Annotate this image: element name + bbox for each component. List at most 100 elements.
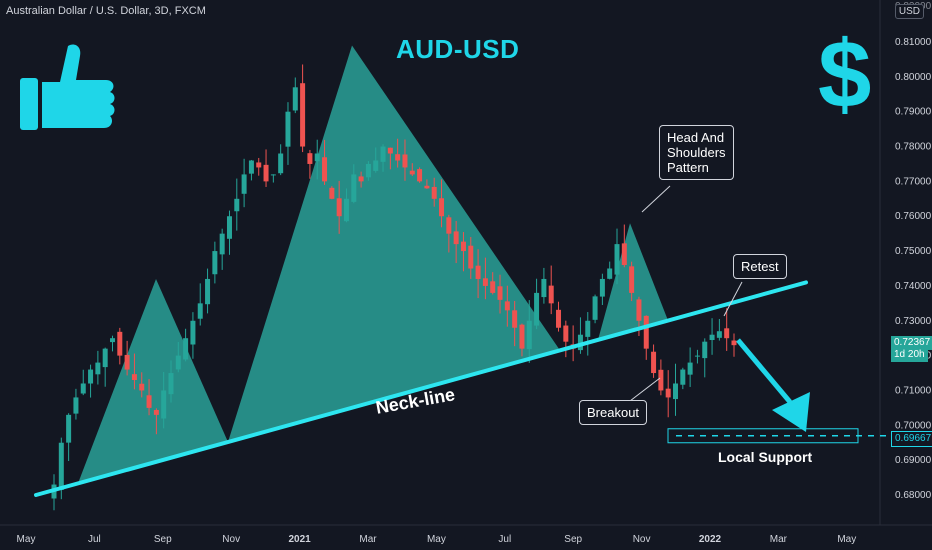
candle-body [512,310,518,328]
down-arrow-head [772,392,810,432]
candle-body [460,241,466,252]
candle-body [709,334,715,341]
local-support-label: Local Support [718,449,813,465]
candle-body [694,355,700,357]
candle-body [292,87,298,111]
candle-body [139,383,145,391]
candle-body [102,348,108,368]
candle-body [468,245,474,269]
candle-body [453,231,459,245]
candle-body [197,303,203,319]
y-tick-label: 0.68000 [895,490,932,501]
candle-body [680,369,686,385]
y-tick-label: 0.80000 [895,72,932,83]
candle-body [358,176,364,182]
candle-body [109,338,115,343]
candle-body [724,328,730,339]
last-price-tag: 0.72367 [891,336,932,350]
y-tick-label: 0.78000 [895,142,932,153]
candle-body [322,157,328,182]
candle-body [219,233,225,255]
candle-body [300,83,306,147]
candle-body [263,164,269,182]
candle-body [417,169,423,182]
x-tick-label: Jul [88,534,101,545]
candle-body [621,243,627,266]
candle-body [409,170,415,175]
candle-body [395,154,401,161]
support-price-tag: 0.69667 [891,431,932,447]
candle-body [226,216,232,239]
chart-annotation-title: AUD-USD [396,34,520,64]
candle-body [161,390,167,419]
currency-badge[interactable]: USD [894,4,924,19]
candle-body [446,217,452,234]
callout-pointer-breakout [629,377,661,402]
candle-body [241,174,247,194]
candle-body [153,409,159,415]
down-arrow-shaft [736,338,792,404]
x-tick-label: Jul [498,534,511,545]
x-tick-label: Sep [564,534,582,545]
candle-body [270,174,276,176]
candle-body [95,362,101,375]
candle-body [431,186,437,199]
candle-body [504,301,510,311]
candle-body [80,383,86,394]
y-tick-label: 0.74000 [895,281,932,292]
candle-body [58,442,64,490]
x-tick-label: May [17,534,36,545]
candle-body [563,325,569,342]
candle-body [716,331,722,338]
candle-body [577,334,583,351]
x-tick-label: May [837,534,856,545]
y-tick-label: 0.69000 [895,455,932,466]
candle-body [534,292,540,326]
candle-body [175,355,181,370]
candle-body [146,395,152,408]
candle-body [373,160,379,171]
candle-body [519,324,525,349]
candle-body [168,373,174,395]
thumbs-up-icon [20,44,115,130]
candle-body [131,374,137,381]
callout-pointer-retest [723,281,743,317]
candle-body [665,388,671,398]
neck-line [34,280,808,497]
y-tick-label: 0.73000 [895,316,932,327]
candle-body [205,278,211,305]
candle-body [365,163,371,178]
callout-retest: Retest [733,254,787,279]
candle-body [351,174,357,202]
candle-body [424,185,430,189]
candle-body [643,315,649,349]
candle-body [329,187,335,199]
candle-body [585,320,591,337]
candle-body [673,383,679,400]
y-tick-label: 0.75000 [895,246,932,257]
candle-body [636,299,642,321]
candle-body [256,162,262,168]
candle-body [73,397,79,414]
candle-body [88,369,94,384]
y-tick-label: 0.70000 [895,420,932,431]
candle-body [336,198,342,217]
head-shape [228,45,560,442]
candle-body [234,198,240,212]
candle-body [124,354,130,370]
candle-body [482,278,488,286]
candle-body [212,251,218,275]
candle-body [278,153,284,174]
y-tick-label: 0.71000 [895,385,932,396]
candle-body [702,341,708,359]
candle-body [387,147,393,154]
x-tick-label: 2022 [699,534,722,545]
candle-body [248,160,254,174]
candle-body [439,198,445,217]
candle-body [380,146,386,162]
callout-breakout: Breakout [579,400,648,425]
y-tick-label: 0.77000 [895,176,932,187]
y-tick-label: 0.81000 [895,37,932,48]
dollar-sign-icon: $ [818,21,872,128]
